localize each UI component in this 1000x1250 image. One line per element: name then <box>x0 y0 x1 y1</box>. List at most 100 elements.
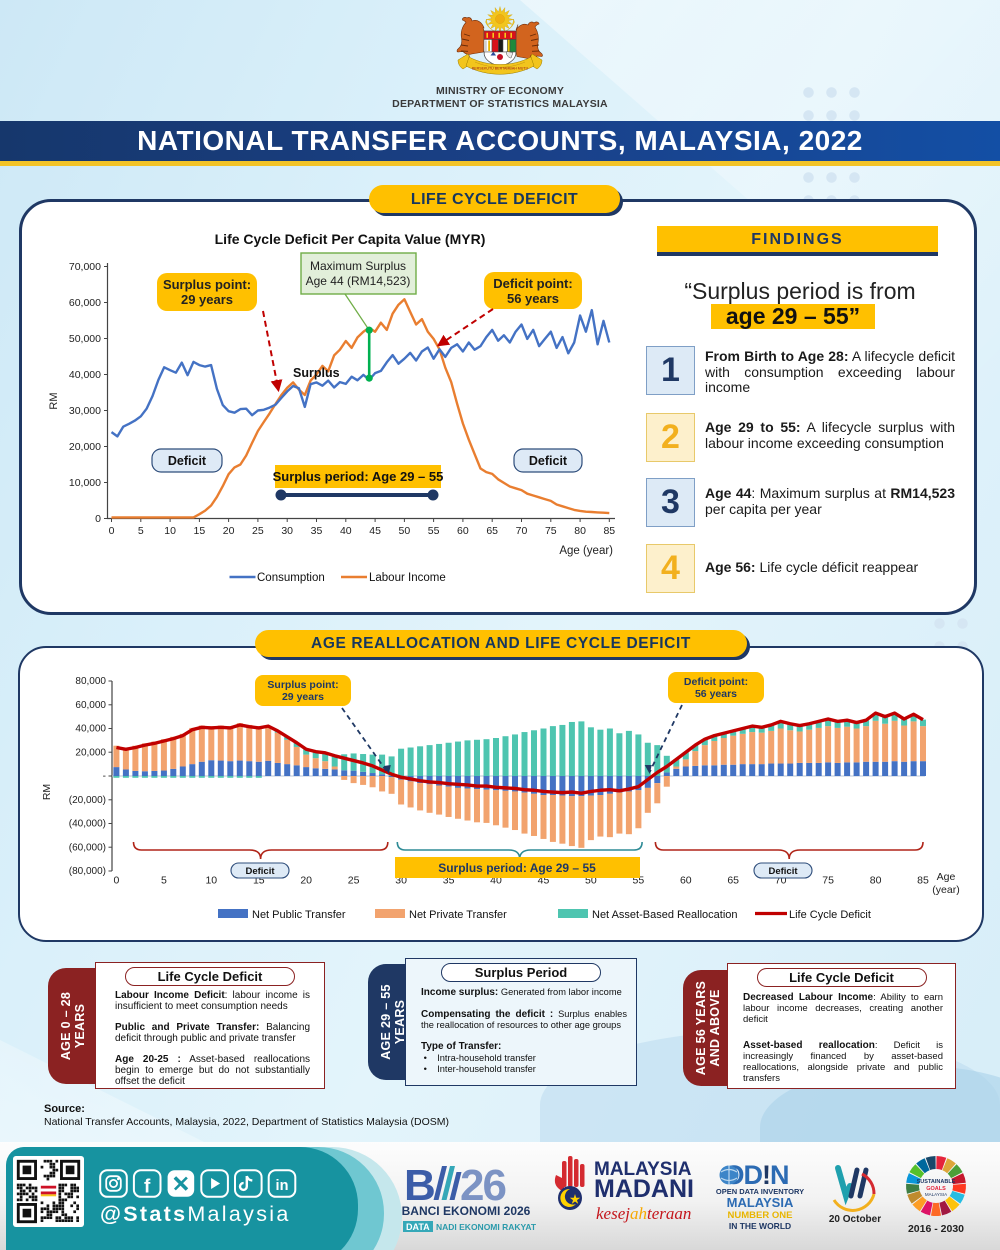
svg-text:56 years: 56 years <box>507 291 559 306</box>
svg-text:0: 0 <box>113 875 119 887</box>
svg-text:Age (year): Age (year) <box>559 545 613 557</box>
svg-text:60,000: 60,000 <box>69 297 101 309</box>
svg-text:RM: RM <box>41 784 53 800</box>
svg-text:50: 50 <box>399 525 411 537</box>
svg-text:MALAYSIA: MALAYSIA <box>594 1159 692 1180</box>
svg-text:Deficit: Deficit <box>768 866 798 877</box>
svg-text:2016 - 2030: 2016 - 2030 <box>908 1223 964 1235</box>
svg-text:56 years: 56 years <box>695 688 737 700</box>
svg-text:20: 20 <box>300 875 312 887</box>
svg-text:30: 30 <box>281 525 293 537</box>
svg-text:10,000: 10,000 <box>69 477 101 489</box>
svg-text:f: f <box>144 1177 151 1198</box>
svg-text:Deficit point:: Deficit point: <box>493 276 572 291</box>
svg-text:Net Asset-Based Reallocation: Net Asset-Based Reallocation <box>592 909 738 921</box>
svg-text:Age 44 (RM14,523): Age 44 (RM14,523) <box>306 274 411 288</box>
svg-text:30: 30 <box>395 875 407 887</box>
svg-text:50,000: 50,000 <box>69 333 101 345</box>
svg-text:Surplus: Surplus <box>293 366 340 380</box>
svg-text:MADANI: MADANI <box>594 1175 694 1203</box>
svg-text:70,000: 70,000 <box>69 261 101 273</box>
svg-text:Surplus period: Age 29 – 55: Surplus period: Age 29 – 55 <box>273 469 444 484</box>
svg-text:65: 65 <box>486 525 498 537</box>
svg-text:BERSEKUTU BERTAMBAH MUTU: BERSEKUTU BERTAMBAH MUTU <box>472 67 529 71</box>
svg-text:15: 15 <box>194 525 206 537</box>
svg-text:NUMBER ONE: NUMBER ONE <box>728 1210 793 1221</box>
svg-text:60,000: 60,000 <box>75 700 106 711</box>
svg-text:70: 70 <box>516 525 528 537</box>
svg-text:5: 5 <box>161 875 167 887</box>
svg-text:45: 45 <box>369 525 381 537</box>
svg-text:Deficit point:: Deficit point: <box>684 676 748 688</box>
svg-text:20,000: 20,000 <box>69 441 101 453</box>
svg-text:20: 20 <box>223 525 235 537</box>
svg-text:25: 25 <box>348 875 360 887</box>
svg-text:80: 80 <box>574 525 586 537</box>
svg-text:kesejahteraan: kesejahteraan <box>596 1204 691 1223</box>
svg-text:80: 80 <box>870 875 882 887</box>
svg-text:GOALS: GOALS <box>926 1186 946 1192</box>
svg-text:Net Private Transfer: Net Private Transfer <box>409 909 507 921</box>
svg-text:(60,000): (60,000) <box>69 842 106 853</box>
svg-text:MALAYSIA: MALAYSIA <box>925 1192 947 1197</box>
svg-text:DATA: DATA <box>406 1222 430 1232</box>
svg-text:20 October: 20 October <box>829 1214 881 1225</box>
svg-text:5: 5 <box>138 525 144 537</box>
svg-text:Deficit: Deficit <box>529 454 568 468</box>
svg-text:MALAYSIA: MALAYSIA <box>727 1195 794 1210</box>
svg-text:Life Cycle Deficit: Life Cycle Deficit <box>789 909 871 921</box>
svg-text:NADI EKONOMI RAKYAT: NADI EKONOMI RAKYAT <box>436 1222 537 1232</box>
svg-text:Net Public Transfer: Net Public Transfer <box>252 909 346 921</box>
svg-text:(40,000): (40,000) <box>69 819 106 830</box>
svg-text:60: 60 <box>680 875 692 887</box>
svg-text:0: 0 <box>95 513 101 525</box>
svg-text:10: 10 <box>205 875 217 887</box>
svg-text:29 years: 29 years <box>181 292 233 307</box>
svg-text:B: B <box>404 1161 434 1210</box>
svg-text:(80,000): (80,000) <box>69 866 106 877</box>
svg-text:35: 35 <box>443 875 455 887</box>
svg-text:55: 55 <box>633 875 645 887</box>
svg-text:SUSTAINABLE: SUSTAINABLE <box>917 1179 956 1185</box>
svg-text:Life Cycle Deficit Per Capita: Life Cycle Deficit Per Capita Value (MYR… <box>215 231 486 247</box>
svg-text:-: - <box>103 771 106 782</box>
svg-text:30,000: 30,000 <box>69 405 101 417</box>
svg-text:29 years: 29 years <box>282 691 324 703</box>
svg-text:BANCI EKONOMI 2026: BANCI EKONOMI 2026 <box>402 1204 531 1218</box>
svg-text:55: 55 <box>428 525 440 537</box>
svg-text:70: 70 <box>775 875 787 887</box>
svg-text:(20,000): (20,000) <box>69 795 106 806</box>
svg-text:Labour Income: Labour Income <box>369 572 446 584</box>
svg-text:in: in <box>276 1178 289 1194</box>
svg-text:15: 15 <box>253 875 265 887</box>
svg-text:Surplus period: Age 29 – 55: Surplus period: Age 29 – 55 <box>438 861 596 875</box>
svg-text:50: 50 <box>585 875 597 887</box>
svg-text:85: 85 <box>917 875 929 887</box>
svg-text:IN THE WORLD: IN THE WORLD <box>729 1221 791 1231</box>
svg-text:10: 10 <box>164 525 176 537</box>
svg-text:Age: Age <box>937 871 956 883</box>
svg-text:80,000: 80,000 <box>75 676 106 687</box>
svg-text:65: 65 <box>727 875 739 887</box>
svg-text:25: 25 <box>252 525 264 537</box>
svg-text:Maximum Surplus: Maximum Surplus <box>310 259 406 273</box>
svg-text:OPEN DATA INVENTORY: OPEN DATA INVENTORY <box>716 1187 804 1196</box>
svg-text:Surplus point:: Surplus point: <box>163 277 251 292</box>
svg-text:85: 85 <box>603 525 615 537</box>
svg-text:20,000: 20,000 <box>75 748 106 759</box>
svg-text:26: 26 <box>460 1161 505 1210</box>
svg-text:(year): (year) <box>932 884 959 896</box>
svg-text:Surplus point:: Surplus point: <box>267 679 338 691</box>
svg-text:Consumption: Consumption <box>257 572 325 584</box>
svg-text:40,000: 40,000 <box>69 369 101 381</box>
svg-text:75: 75 <box>545 525 557 537</box>
svg-text:Deficit: Deficit <box>245 866 275 877</box>
svg-text:60: 60 <box>457 525 469 537</box>
svg-text:40: 40 <box>340 525 352 537</box>
svg-text:45: 45 <box>538 875 550 887</box>
svg-text:40: 40 <box>490 875 502 887</box>
svg-text:Deficit: Deficit <box>168 454 207 468</box>
svg-text:75: 75 <box>822 875 834 887</box>
svg-text:0: 0 <box>109 525 115 537</box>
svg-text:RM: RM <box>48 392 60 409</box>
